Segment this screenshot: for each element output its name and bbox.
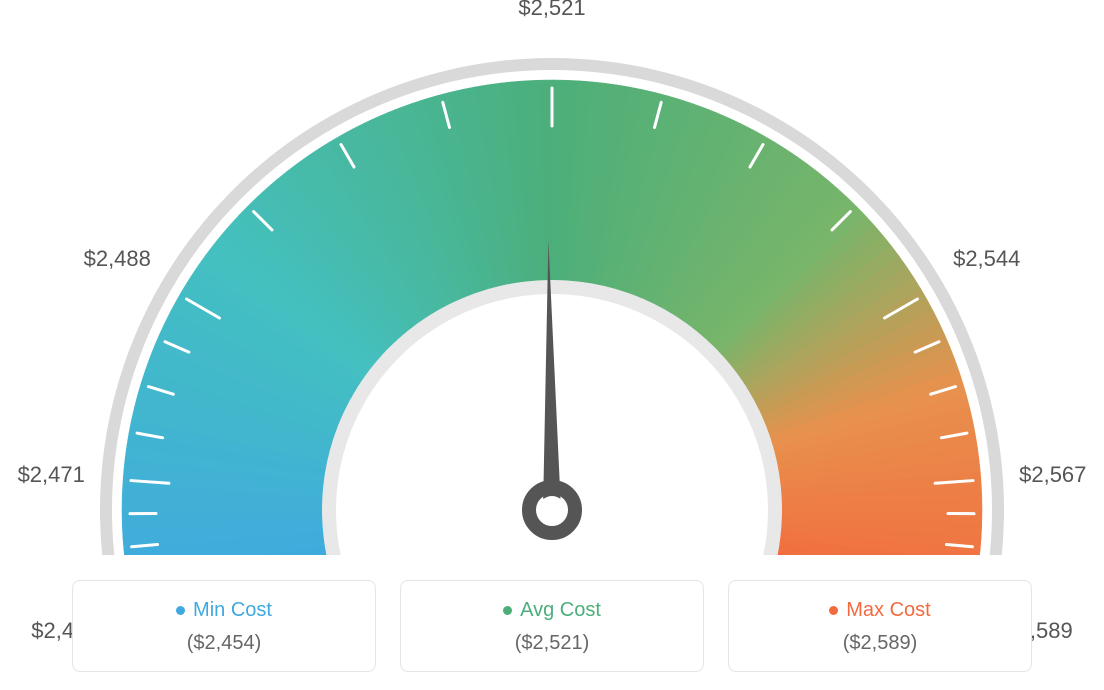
gauge-tick-label: $2,567: [1019, 462, 1086, 488]
legend-label-min: Min Cost: [193, 599, 272, 622]
legend-dot-avg: [503, 606, 512, 615]
gauge-tick-label: $2,521: [518, 0, 585, 21]
gauge-svg: [0, 0, 1104, 555]
legend-card-max: Max Cost ($2,589): [728, 580, 1032, 672]
legend-value-min: ($2,454): [83, 632, 365, 655]
gauge-chart: $2,454$2,471$2,488$2,521$2,544$2,567$2,5…: [0, 0, 1104, 555]
legend-dot-max: [829, 606, 838, 615]
legend-label-avg: Avg Cost: [520, 599, 601, 622]
legend-value-max: ($2,589): [739, 632, 1021, 655]
legend-title-min: Min Cost: [176, 599, 272, 622]
legend-card-min: Min Cost ($2,454): [72, 580, 376, 672]
legend-label-max: Max Cost: [846, 599, 930, 622]
legend-value-avg: ($2,521): [411, 632, 693, 655]
legend-dot-min: [176, 606, 185, 615]
legend-row: Min Cost ($2,454) Avg Cost ($2,521) Max …: [0, 580, 1104, 672]
gauge-tick-label: $2,471: [18, 462, 85, 488]
legend-card-avg: Avg Cost ($2,521): [400, 580, 704, 672]
gauge-tick-label: $2,488: [84, 246, 151, 272]
legend-title-avg: Avg Cost: [503, 599, 601, 622]
legend-title-max: Max Cost: [829, 599, 930, 622]
gauge-tick-label: $2,544: [953, 246, 1020, 272]
